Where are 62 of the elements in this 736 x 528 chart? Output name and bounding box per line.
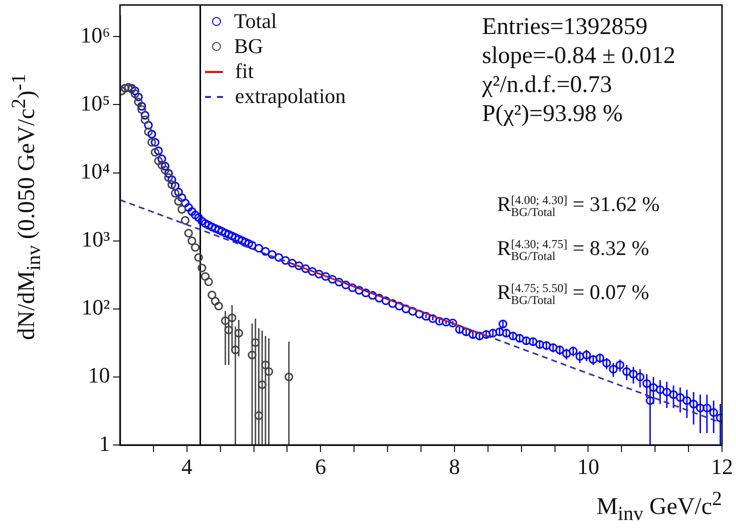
- x-tick-label: 6: [315, 454, 326, 479]
- point: [198, 264, 206, 272]
- x-axis-title: M$_{inv}$ GeV/c$^{2}$: [596, 488, 722, 526]
- point: [200, 272, 210, 281]
- point: [160, 166, 170, 174]
- point: [204, 277, 213, 286]
- annotation: slope=-0.84 ± 0.012: [482, 43, 676, 70]
- point: [208, 290, 216, 300]
- point: [188, 236, 196, 246]
- point: [234, 328, 244, 338]
- y-tick-label: 1: [99, 430, 110, 456]
- x-tick-label: 8: [448, 454, 460, 479]
- point: [194, 253, 203, 262]
- legend-label: BG: [234, 34, 264, 59]
- x-tick-label: 12: [711, 454, 733, 479]
- x-tick-label: 10: [577, 454, 600, 479]
- point: [210, 296, 220, 306]
- point: [228, 313, 236, 322]
- y-tick-label: 10: [88, 362, 110, 388]
- legend-label: Total: [234, 9, 277, 34]
- y-tick-label: 10²: [81, 294, 110, 320]
- point: [150, 148, 160, 157]
- point: [174, 197, 183, 206]
- point: [251, 338, 260, 347]
- point: [140, 115, 150, 124]
- annotation: Entries=1392859: [482, 14, 648, 41]
- point: [134, 98, 143, 106]
- y-tick-label: 10⁴: [80, 158, 110, 184]
- point: [258, 380, 266, 390]
- annotation: R$_{BG/Total}$$^{[4.75; 5.50]}$ = 0.07 %: [497, 280, 650, 308]
- point: [261, 360, 270, 370]
- point: [221, 316, 230, 326]
- point: [284, 372, 294, 382]
- annotation: χ²/n.d.f.=0.73: [482, 72, 612, 99]
- point: [154, 156, 163, 166]
- point: [264, 367, 274, 376]
- annotation: R$_{BG/Total}$$^{[4.30; 4.75]}$ = 8.32 %: [497, 236, 650, 264]
- y-tick-label: 10³: [81, 226, 110, 252]
- point: [147, 138, 156, 147]
- legend-label: extrapolation: [235, 84, 346, 109]
- point: [231, 346, 240, 354]
- legend-label: fit: [235, 59, 254, 84]
- y-tick-label: 10⁶: [80, 22, 110, 48]
- point: [170, 188, 180, 198]
- point: [214, 302, 224, 310]
- point: [167, 180, 176, 189]
- annotation: P(χ²)=93.98 %: [482, 101, 623, 128]
- annotation: R$_{BG/Total}$$^{[4.00; 4.30]}$ = 31.62 %: [497, 192, 660, 220]
- point: [184, 228, 193, 238]
- point: [190, 243, 200, 252]
- y-tick-label: 10⁵: [80, 90, 110, 116]
- point: [178, 205, 186, 214]
- point: [224, 326, 234, 334]
- point: [137, 105, 146, 114]
- point: [180, 216, 190, 225]
- point: [130, 89, 140, 98]
- point: [248, 350, 256, 360]
- point: [164, 173, 173, 182]
- point: [157, 160, 166, 170]
- point: [144, 127, 153, 136]
- point: [254, 411, 264, 420]
- x-tick-label: 4: [181, 454, 192, 479]
